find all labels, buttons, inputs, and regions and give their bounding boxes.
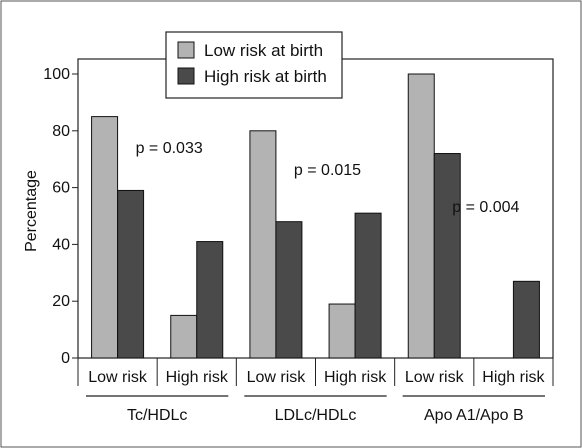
group-label: LDLc/HDLc <box>275 407 357 424</box>
legend: Low risk at birth High risk at birth <box>165 31 343 99</box>
y-tick-label: 80 <box>52 123 70 140</box>
y-tick-label: 60 <box>52 180 70 197</box>
bar-high-risk-at-birth <box>196 241 224 359</box>
y-axis-label: Percentage <box>23 170 40 252</box>
x-category-label: Low risk <box>247 369 307 386</box>
bar-high-risk-at-birth <box>117 189 145 359</box>
bar-low-risk-at-birth <box>328 303 356 359</box>
bar-high-risk-at-birth <box>433 153 461 359</box>
bars <box>91 73 540 359</box>
labels: 0 20 40 60 80 100 Low risk High risk Low risk Hig… <box>43 66 545 424</box>
legend-swatch <box>177 41 195 59</box>
p-value-annotation: p = 0.004 <box>452 199 519 216</box>
y-tick-label: 40 <box>52 236 70 253</box>
y-tick-label: 100 <box>43 66 70 83</box>
bar-high-risk-at-birth <box>512 280 540 359</box>
x-category-label: Low risk <box>88 369 148 386</box>
bar-high-risk-at-birth <box>275 221 303 359</box>
group-label: Tc/HDLc <box>127 407 187 424</box>
x-category-label: High risk <box>166 369 229 386</box>
bar-low-risk-at-birth <box>91 116 119 359</box>
x-category-label: Low risk <box>405 369 465 386</box>
legend-label: Low risk at birth <box>204 41 323 60</box>
bar-low-risk-at-birth <box>249 130 277 359</box>
x-category-label: High risk <box>324 369 387 386</box>
legend-swatch <box>177 67 195 85</box>
p-value-annotation: p = 0.033 <box>136 140 203 157</box>
legend-box <box>165 31 343 99</box>
group-label: Apo A1/Apo B <box>424 407 524 424</box>
bar-high-risk-at-birth <box>354 212 382 359</box>
x-category-label: High risk <box>482 369 545 386</box>
y-tick-label: 0 <box>61 350 70 367</box>
bar-low-risk-at-birth <box>170 314 198 359</box>
p-value-annotation: p = 0.015 <box>294 162 361 179</box>
legend-label: High risk at birth <box>204 67 327 86</box>
bar-low-risk-at-birth <box>407 73 435 359</box>
y-tick-label: 20 <box>52 293 70 310</box>
